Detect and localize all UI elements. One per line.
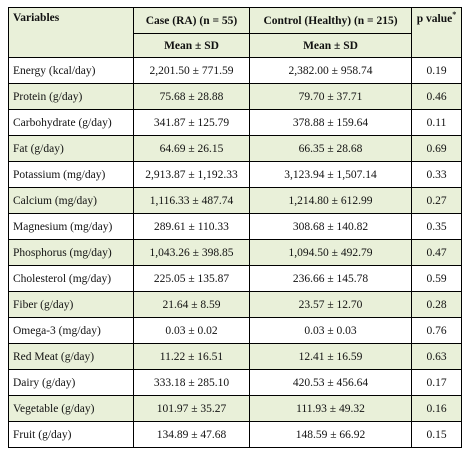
cell-control-mean-sd: 2,382.00 ± 958.74 xyxy=(249,57,412,84)
cell-case-mean-sd: 21.64 ± 8.59 xyxy=(133,291,250,318)
cell-p-value: 0.11 xyxy=(411,109,462,136)
cell-variable: Omega-3 (mg/day) xyxy=(8,317,134,344)
nutrient-comparison-table: Variables Case (RA) (n = 55) Control (He… xyxy=(8,7,462,448)
cell-control-mean-sd: 308.68 ± 140.82 xyxy=(249,213,412,240)
cell-variable: Fiber (g/day) xyxy=(8,291,134,318)
cell-control-mean-sd: 111.93 ± 49.32 xyxy=(249,395,412,422)
cell-variable: Vegetable (g/day) xyxy=(8,395,134,422)
table-row: Magnesium (mg/day) 289.61 ± 110.33 308.68 … xyxy=(8,213,462,240)
table-row: Carbohydrate (g/day) 341.87 ± 125.79 378.8… xyxy=(8,109,462,136)
header-pvalue-footnote-mark: * xyxy=(452,10,457,20)
cell-case-mean-sd: 2,913.87 ± 1,192.33 xyxy=(133,161,250,188)
cell-case-mean-sd: 333.18 ± 285.10 xyxy=(133,369,250,396)
cell-case-mean-sd: 1,043.26 ± 398.85 xyxy=(133,239,250,266)
cell-control-mean-sd: 148.59 ± 66.92 xyxy=(249,421,412,448)
cell-control-mean-sd: 236.66 ± 145.78 xyxy=(249,265,412,292)
cell-case-mean-sd: 0.03 ± 0.02 xyxy=(133,317,250,344)
cell-variable: Cholesterol (mg/day) xyxy=(8,265,134,292)
header-control: Control (Healthy) (n = 215) xyxy=(249,7,412,34)
cell-p-value: 0.28 xyxy=(411,291,462,318)
cell-control-mean-sd: 66.35 ± 28.68 xyxy=(249,135,412,162)
table-row: Potassium (mg/day) 2,913.87 ± 1,192.33 3,1… xyxy=(8,161,462,188)
cell-p-value: 0.15 xyxy=(411,421,462,448)
table-container: Variables Case (RA) (n = 55) Control (He… xyxy=(8,7,462,448)
cell-p-value: 0.63 xyxy=(411,343,462,370)
table-row: Cholesterol (mg/day) 225.05 ± 135.87 236.6… xyxy=(8,265,462,292)
cell-control-mean-sd: 420.53 ± 456.64 xyxy=(249,369,412,396)
table-body: Energy (kcal/day) 2,201.50 ± 771.59 2,382.… xyxy=(8,57,462,448)
table-row: Dairy (g/day) 333.18 ± 285.10 420.53 ± 456… xyxy=(8,369,462,396)
cell-p-value: 0.33 xyxy=(411,161,462,188)
cell-control-mean-sd: 0.03 ± 0.03 xyxy=(249,317,412,344)
table-row: Fruit (g/day) 134.89 ± 47.68 148.59 ± 66.9… xyxy=(8,421,462,448)
cell-variable: Carbohydrate (g/day) xyxy=(8,109,134,136)
cell-p-value: 0.16 xyxy=(411,395,462,422)
table-row: Omega-3 (mg/day) 0.03 ± 0.02 0.03 ± 0.03 0.… xyxy=(8,317,462,344)
table-row: Energy (kcal/day) 2,201.50 ± 771.59 2,382.… xyxy=(8,57,462,84)
cell-case-mean-sd: 225.05 ± 135.87 xyxy=(133,265,250,292)
cell-p-value: 0.46 xyxy=(411,83,462,110)
cell-variable: Magnesium (mg/day) xyxy=(8,213,134,240)
cell-variable: Fat (g/day) xyxy=(8,135,134,162)
cell-variable: Dairy (g/day) xyxy=(8,369,134,396)
cell-p-value: 0.76 xyxy=(411,317,462,344)
cell-p-value: 0.47 xyxy=(411,239,462,266)
cell-control-mean-sd: 3,123.94 ± 1,507.14 xyxy=(249,161,412,188)
subheader-row: Mean ± SD Mean ± SD xyxy=(9,33,462,58)
subheader-case: Mean ± SD xyxy=(133,33,250,58)
cell-p-value: 0.17 xyxy=(411,369,462,396)
subheader-control: Mean ± SD xyxy=(249,33,412,58)
cell-variable: Fruit (g/day) xyxy=(8,421,134,448)
table-row: Fiber (g/day) 21.64 ± 8.59 23.57 ± 12.70 0.… xyxy=(8,291,462,318)
cell-variable: Protein (g/day) xyxy=(8,83,134,110)
table-row: Fat (g/day) 64.69 ± 26.15 66.35 ± 28.68 0.6… xyxy=(8,135,462,162)
cell-case-mean-sd: 101.97 ± 35.27 xyxy=(133,395,250,422)
cell-case-mean-sd: 2,201.50 ± 771.59 xyxy=(133,57,250,84)
table-row: Calcium (mg/day) 1,116.33 ± 487.74 1,214.8… xyxy=(8,187,462,214)
cell-case-mean-sd: 11.22 ± 16.51 xyxy=(133,343,250,370)
header-case: Case (RA) (n = 55) xyxy=(133,7,250,34)
header-row: Variables Case (RA) (n = 55) Control (He… xyxy=(8,7,462,58)
header-pvalue-label: p value xyxy=(416,13,453,25)
cell-p-value: 0.35 xyxy=(411,213,462,240)
cell-variable: Energy (kcal/day) xyxy=(8,57,134,84)
cell-p-value: 0.27 xyxy=(411,187,462,214)
cell-case-mean-sd: 1,116.33 ± 487.74 xyxy=(133,187,250,214)
cell-control-mean-sd: 23.57 ± 12.70 xyxy=(249,291,412,318)
header-pvalue: p value* xyxy=(411,7,462,58)
table-row: Vegetable (g/day) 101.97 ± 35.27 111.93 ± … xyxy=(8,395,462,422)
cell-control-mean-sd: 1,094.50 ± 492.79 xyxy=(249,239,412,266)
table-row: Red Meat (g/day) 11.22 ± 16.51 12.41 ± 16.… xyxy=(8,343,462,370)
cell-variable: Red Meat (g/day) xyxy=(8,343,134,370)
cell-control-mean-sd: 1,214.80 ± 612.99 xyxy=(249,187,412,214)
cell-variable: Potassium (mg/day) xyxy=(8,161,134,188)
header-variables: Variables xyxy=(8,7,134,58)
table-row: Phosphorus (mg/day) 1,043.26 ± 398.85 1,09… xyxy=(8,239,462,266)
table-row: Protein (g/day) 75.68 ± 28.88 79.70 ± 37.7… xyxy=(8,83,462,110)
cell-p-value: 0.19 xyxy=(411,57,462,84)
cell-control-mean-sd: 12.41 ± 16.59 xyxy=(249,343,412,370)
cell-control-mean-sd: 378.88 ± 159.64 xyxy=(249,109,412,136)
cell-case-mean-sd: 64.69 ± 26.15 xyxy=(133,135,250,162)
cell-case-mean-sd: 75.68 ± 28.88 xyxy=(133,83,250,110)
cell-p-value: 0.69 xyxy=(411,135,462,162)
cell-control-mean-sd: 79.70 ± 37.71 xyxy=(249,83,412,110)
cell-variable: Calcium (mg/day) xyxy=(8,187,134,214)
cell-p-value: 0.59 xyxy=(411,265,462,292)
cell-case-mean-sd: 134.89 ± 47.68 xyxy=(133,421,250,448)
cell-case-mean-sd: 341.87 ± 125.79 xyxy=(133,109,250,136)
cell-case-mean-sd: 289.61 ± 110.33 xyxy=(133,213,250,240)
cell-variable: Phosphorus (mg/day) xyxy=(8,239,134,266)
